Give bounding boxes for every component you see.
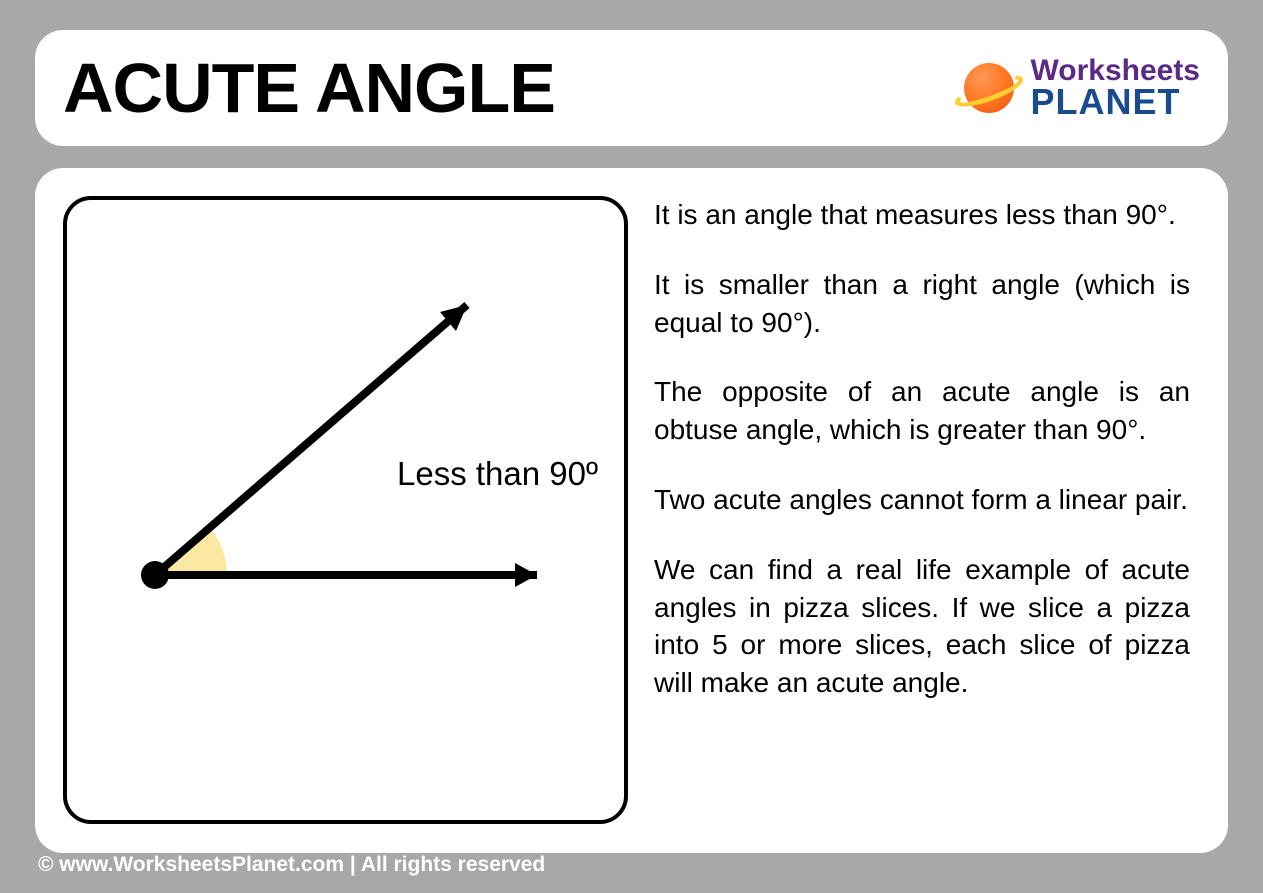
description-p5: We can find a real life example of acute… [654, 551, 1190, 702]
angle-diagram: Less than 90º [63, 196, 628, 824]
planet-icon [954, 53, 1024, 123]
logo-line2: PLANET [1030, 85, 1200, 119]
description-p3: The opposite of an acute angle is an obt… [654, 373, 1190, 449]
description-text: It is an angle that measures less than 9… [654, 196, 1200, 825]
angle-label: Less than 90º [397, 455, 598, 493]
logo-text: Worksheets PLANET [1030, 57, 1200, 120]
angle-svg [67, 200, 627, 820]
header-card: ACUTE ANGLE Worksheets PLANET [35, 30, 1228, 146]
page-title: ACUTE ANGLE [63, 48, 555, 128]
description-p4: Two acute angles cannot form a linear pa… [654, 481, 1190, 519]
description-p1: It is an angle that measures less than 9… [654, 196, 1190, 234]
footer-copyright: © www.WorksheetsPlanet.com | All rights … [38, 853, 545, 877]
logo: Worksheets PLANET [954, 53, 1200, 123]
content-card: Less than 90º It is an angle that measur… [35, 168, 1228, 853]
description-p2: It is smaller than a right angle (which … [654, 266, 1190, 342]
